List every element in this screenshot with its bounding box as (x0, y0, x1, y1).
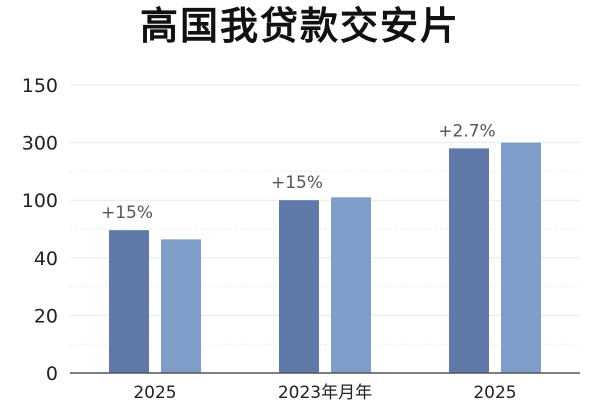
chart-title: 高国我贷款交安片 (139, 4, 460, 48)
data-labels: +15% +15% +2.7% (101, 121, 496, 223)
y-tick-label: 100 (22, 190, 58, 212)
y-tick-label: 0 (46, 363, 58, 385)
y-tick-label: 150 (22, 75, 58, 97)
growth-annotation: +2.7% (438, 121, 495, 141)
bar-series-2 (161, 239, 201, 373)
bar-series-1 (279, 200, 319, 373)
growth-annotation: +15% (101, 203, 153, 223)
bar-series-2 (331, 197, 371, 373)
bar-series-1 (109, 230, 149, 373)
x-axis-categories: 2025 2023年月年 2025 (133, 383, 516, 400)
x-category-label: 2023年月年 (278, 383, 372, 400)
bars (109, 142, 541, 373)
bar-series-2 (501, 142, 541, 373)
y-tick-label: 20 (34, 305, 58, 327)
y-tick-label: 40 (34, 248, 58, 270)
y-axis-ticks: 0 20 40 100 300 150 (22, 75, 58, 385)
gridlines (70, 84, 580, 345)
x-category-label: 2025 (133, 383, 176, 400)
y-tick-label: 300 (22, 133, 58, 155)
x-category-label: 2025 (473, 383, 516, 400)
bar-series-1 (449, 148, 489, 373)
growth-annotation: +15% (271, 173, 323, 193)
